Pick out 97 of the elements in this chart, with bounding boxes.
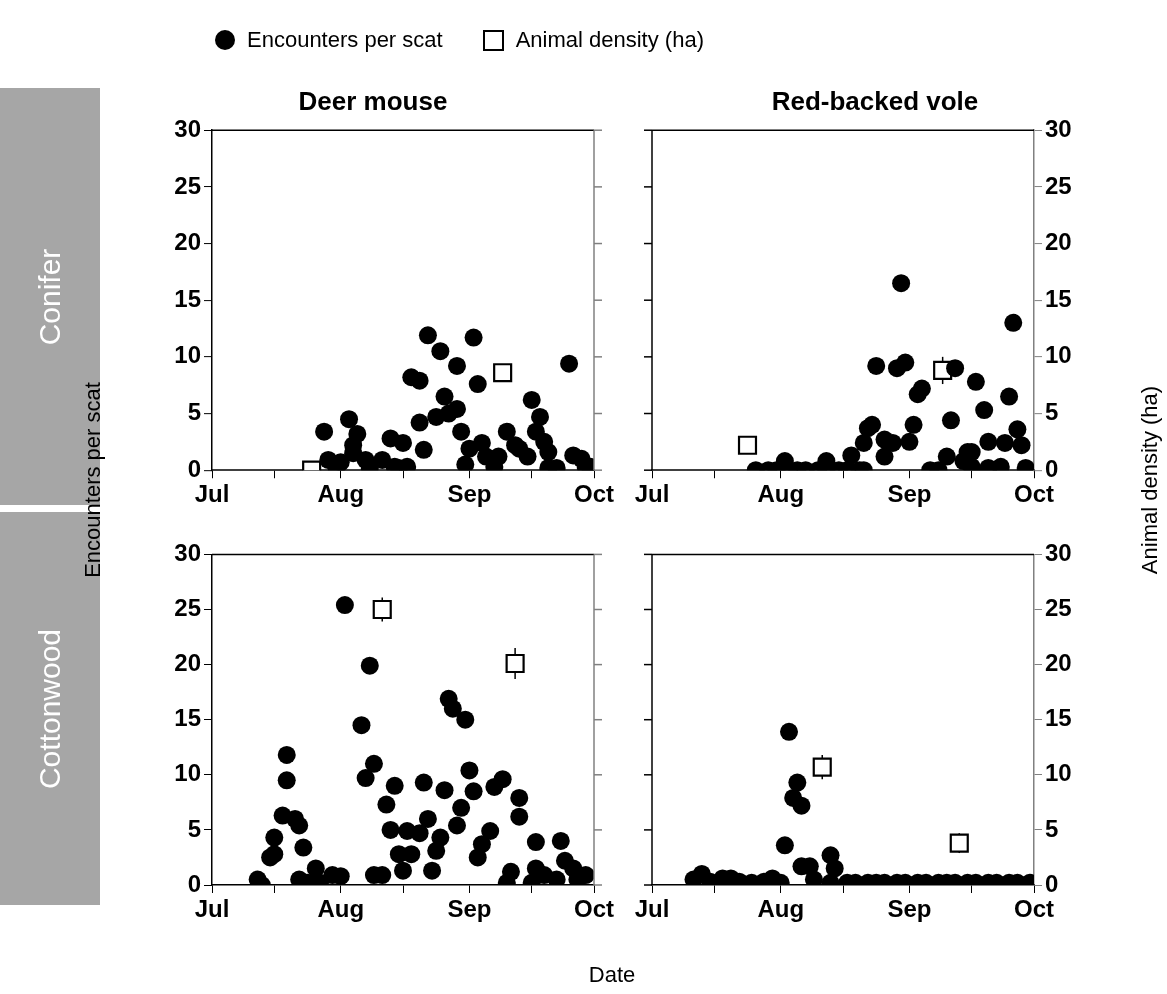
y-tick-label: 10 <box>174 759 201 787</box>
point <box>912 379 931 398</box>
y-tick-label: 25 <box>174 594 201 622</box>
point <box>900 432 919 451</box>
point <box>904 415 923 434</box>
point <box>892 274 911 293</box>
point <box>315 422 334 441</box>
point <box>456 455 475 471</box>
point <box>410 371 429 390</box>
point <box>867 356 886 375</box>
point <box>946 359 965 378</box>
point <box>431 342 450 361</box>
point <box>414 440 433 459</box>
x-tick-label: Sep <box>887 480 932 508</box>
y2-tick-label: 10 <box>1045 341 1072 369</box>
y2-tick-label: 15 <box>1045 284 1072 312</box>
point <box>447 399 466 418</box>
y2-tick-label: 25 <box>1045 171 1072 199</box>
y-tick-label: 0 <box>187 454 201 482</box>
y2-tick-label: 5 <box>1045 398 1059 426</box>
y-tick-label: 5 <box>187 398 201 426</box>
point <box>493 363 513 383</box>
point <box>560 354 579 373</box>
y2-tick-label: 10 <box>1045 759 1072 787</box>
y2-tick-label: 20 <box>1045 228 1072 256</box>
y-tick-label: 15 <box>174 284 201 312</box>
y2-tick-label: 0 <box>1045 869 1059 897</box>
point <box>452 422 471 441</box>
y-tick-label: 10 <box>174 341 201 369</box>
point <box>539 443 558 462</box>
y-tick-label: 30 <box>174 539 201 567</box>
point <box>418 326 437 345</box>
y-tick-label: 20 <box>174 228 201 256</box>
point <box>518 447 537 466</box>
chart-title: Red-backed vole <box>771 85 979 116</box>
point <box>531 407 550 426</box>
x-tick-label: Aug <box>317 895 365 923</box>
y-tick-label: 25 <box>174 171 201 199</box>
chart-title: Deer mouse <box>298 85 448 116</box>
x-tick-label: Aug <box>757 480 805 508</box>
legend-label: Animal density (ha) <box>515 27 704 53</box>
point <box>966 372 985 391</box>
x-tick-label: Oct <box>573 895 615 923</box>
y2-axis-title: Animal density (ha) <box>1137 385 1163 575</box>
x-axis-title: Date <box>588 962 636 988</box>
point <box>737 435 758 455</box>
legend-label: Encounters per scat <box>247 27 443 53</box>
y2-tick-label: 25 <box>1045 594 1072 622</box>
y-tick-label: 5 <box>187 814 201 842</box>
x-tick-label: Aug <box>317 480 365 508</box>
point <box>875 447 894 466</box>
point <box>896 353 915 372</box>
x-tick-label: Oct <box>1013 895 1055 923</box>
x-tick-label: Sep <box>447 480 492 508</box>
y-tick-label: 30 <box>174 114 201 142</box>
point <box>394 433 412 452</box>
point <box>1004 313 1023 332</box>
point <box>941 411 960 430</box>
point <box>854 433 873 452</box>
point <box>1012 436 1031 455</box>
y2-tick-label: 0 <box>1045 454 1059 482</box>
y-tick-label: 20 <box>174 649 201 677</box>
x-tick-label: Oct <box>574 480 614 508</box>
y-tick-label: 0 <box>187 869 201 897</box>
point <box>937 447 956 466</box>
text: Conifer <box>33 248 67 345</box>
x-tick-label: Oct <box>1014 480 1054 508</box>
text: Cottonwood <box>33 628 67 789</box>
x-tick-label: Sep <box>887 895 932 923</box>
x-tick-label: Jul <box>194 480 230 508</box>
point <box>410 413 429 432</box>
point <box>522 390 541 409</box>
y-tick-label: 15 <box>174 704 201 732</box>
point <box>435 387 454 406</box>
point <box>1000 387 1019 406</box>
y2-tick-label: 5 <box>1045 814 1059 842</box>
y-axis-title: Encounters per scat <box>80 382 106 578</box>
y2-tick-label: 30 <box>1045 114 1072 142</box>
y2-tick-label: 20 <box>1045 649 1072 677</box>
x-tick-label: Jul <box>634 895 670 923</box>
point <box>340 410 359 429</box>
point <box>447 356 466 375</box>
point <box>468 375 487 394</box>
x-tick-label: Aug <box>757 895 805 923</box>
x-tick-label: Jul <box>194 895 230 923</box>
point <box>842 446 861 465</box>
x-tick-label: Sep <box>447 895 492 923</box>
point <box>1008 420 1027 439</box>
x-tick-label: Jul <box>634 480 670 508</box>
y2-tick-label: 30 <box>1045 539 1072 567</box>
point <box>995 433 1014 452</box>
point <box>497 422 516 441</box>
point <box>975 401 994 420</box>
y2-tick-label: 15 <box>1045 704 1072 732</box>
point <box>464 328 483 347</box>
point <box>863 415 882 434</box>
point <box>979 432 998 451</box>
